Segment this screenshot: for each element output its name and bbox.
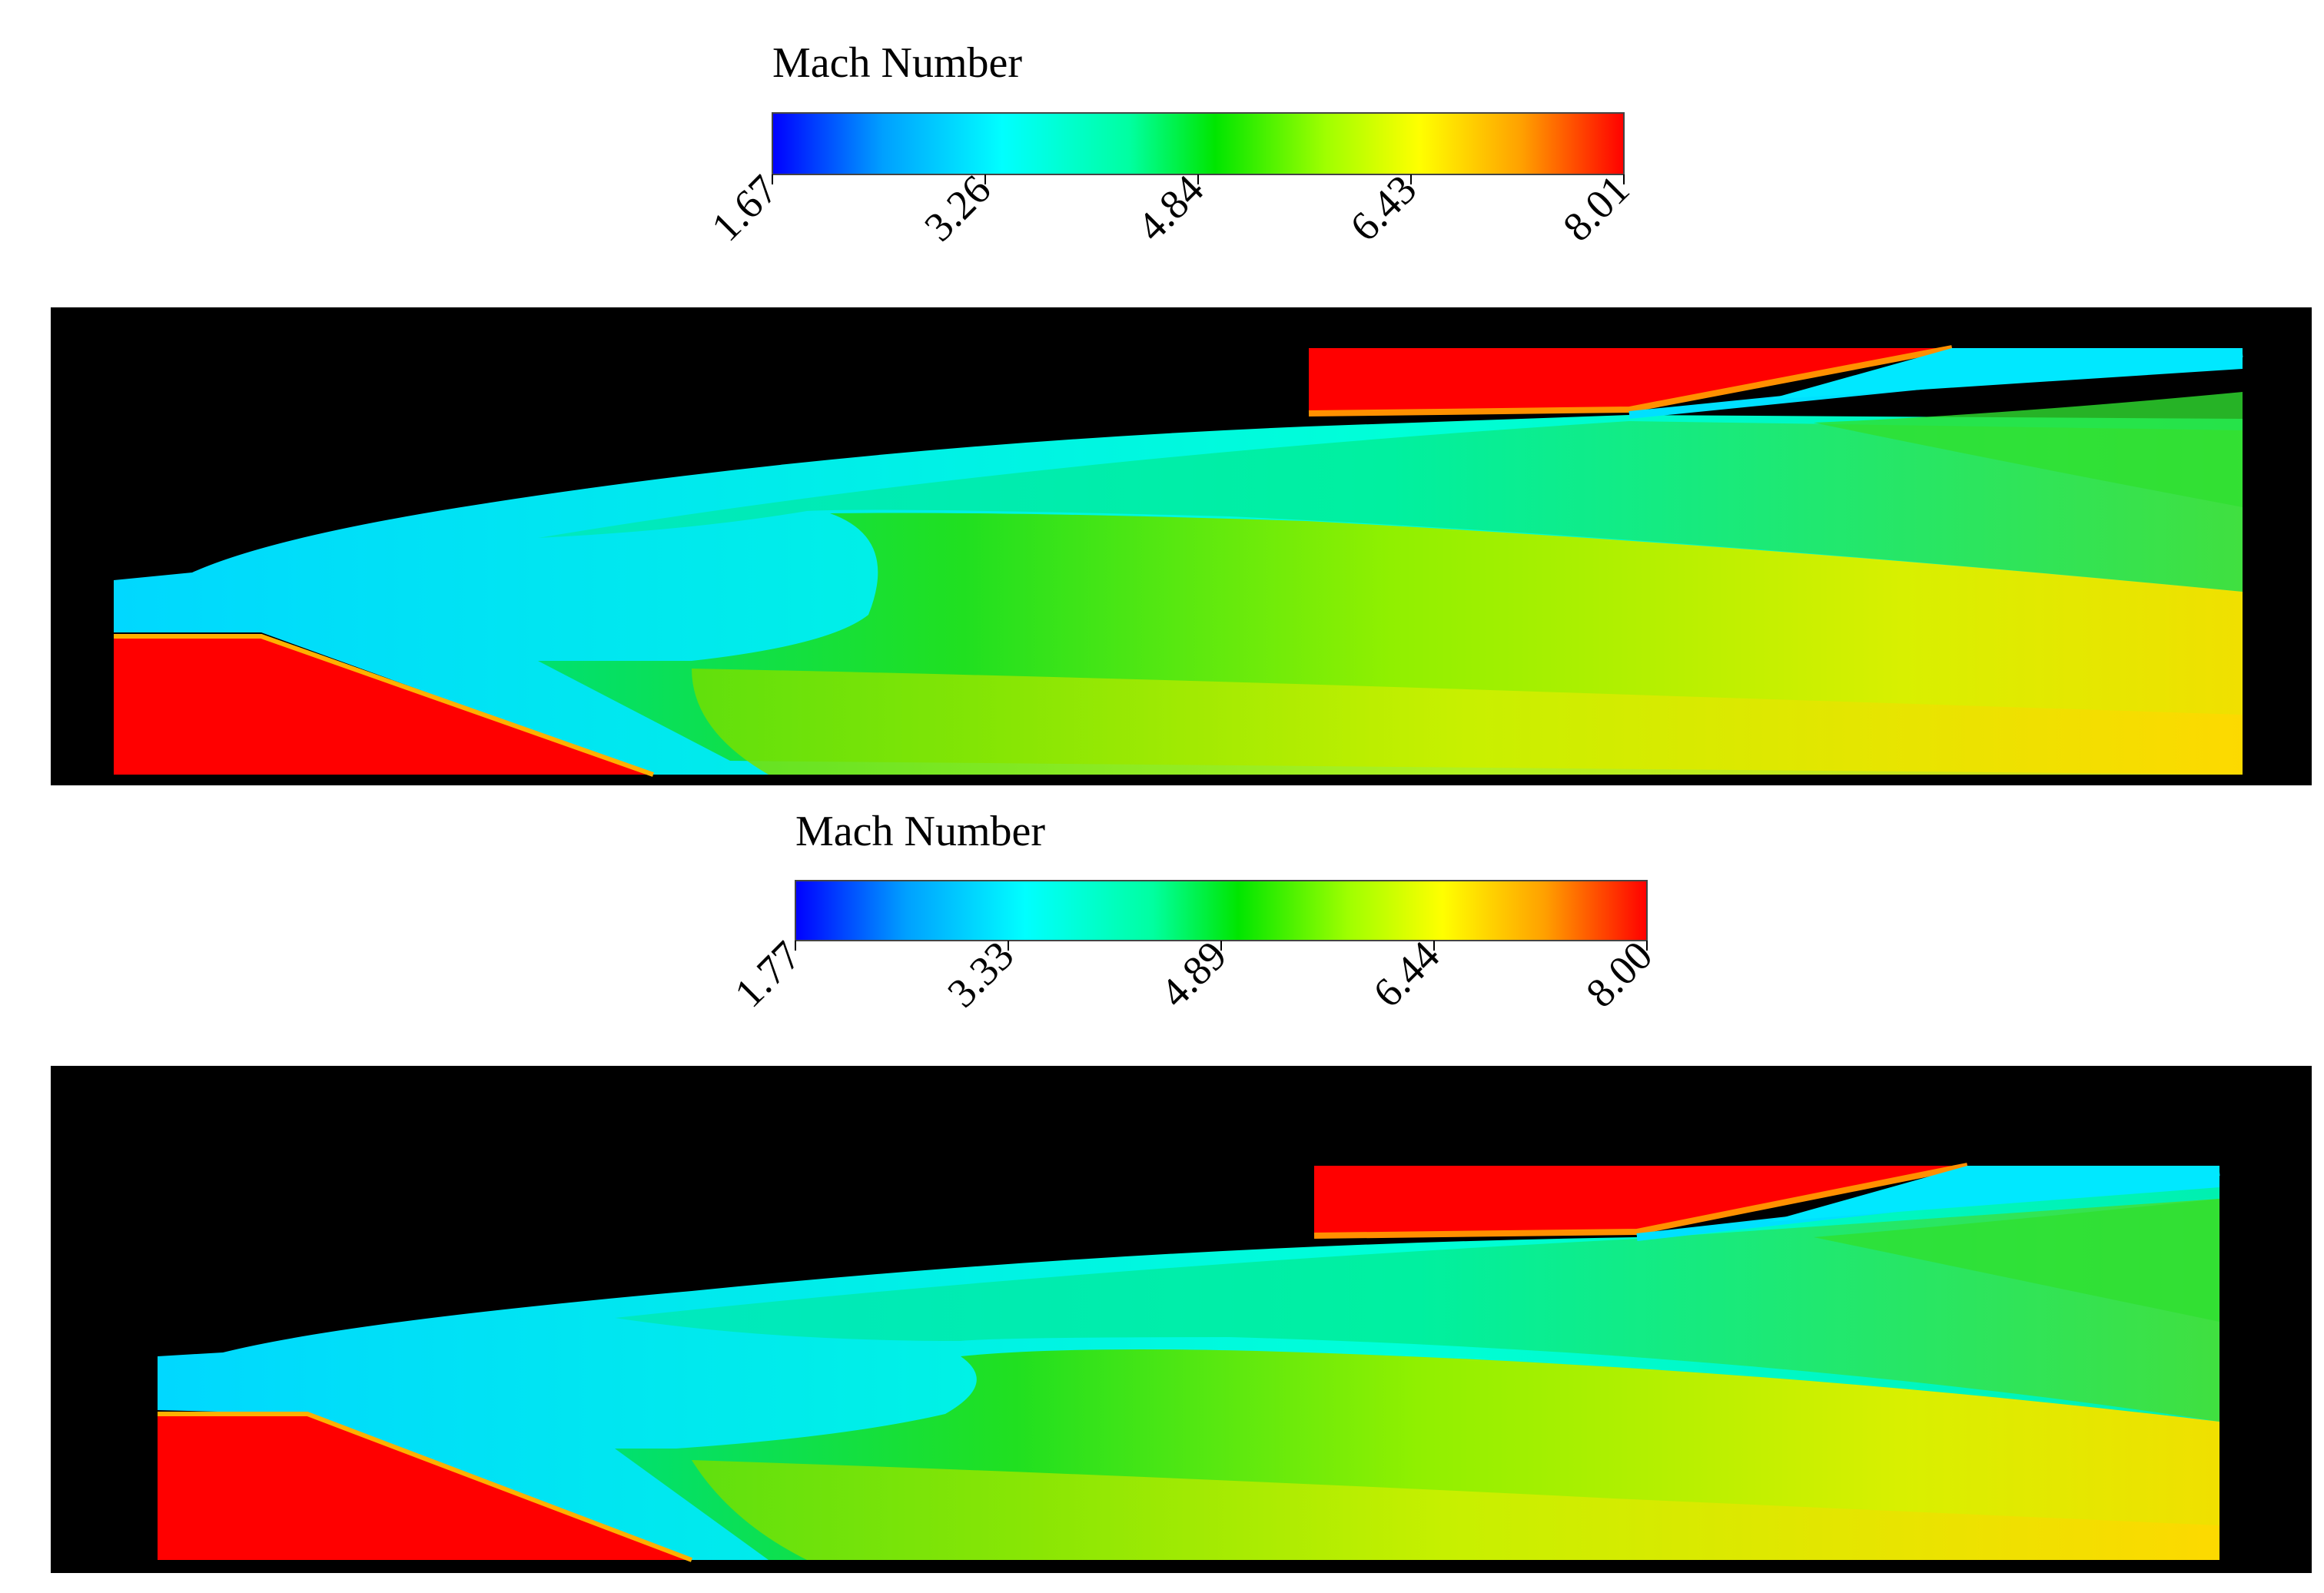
panel-top: Mach Number 1.67 3.26 4.84 6.43 8.01	[51, 39, 2312, 785]
colorbar-title: Mach Number	[772, 39, 1022, 87]
upper-cowl	[1309, 348, 1952, 415]
upper-mixing-region	[538, 421, 2243, 592]
colorbar-tick-label: 4.84	[1128, 166, 1212, 250]
lower-wall-edge	[158, 1412, 693, 1562]
colorbar-tick-label: 6.44	[1364, 932, 1448, 1016]
contour-field-bottom	[51, 1066, 2312, 1573]
colorbar-tick-label: 8.00	[1577, 932, 1661, 1016]
upper-right-pocket	[1814, 392, 2243, 507]
lower-core	[692, 669, 2243, 775]
lower-wall-edge	[114, 634, 654, 777]
colorbar-tick-label: 1.67	[702, 166, 786, 250]
upper-cowl-edge	[1308, 345, 1953, 417]
colorbar-tick-label: 3.26	[915, 166, 999, 250]
lower-wall	[158, 1414, 692, 1560]
colorbar-tick-label: 1.77	[725, 932, 809, 1016]
upper-cowl-edge	[1313, 1163, 1968, 1239]
colorbar-tick-label: 8.01	[1554, 166, 1638, 250]
contour-field-top	[51, 307, 2312, 785]
colorbar-title: Mach Number	[795, 808, 1045, 855]
colorbar-bottom: Mach Number 1.77 3.33 4.89 6.44 8.00	[725, 808, 1661, 1016]
colorbar-gradient	[772, 112, 1625, 175]
upper-right-pocket	[1814, 1199, 2219, 1322]
colorbar-tick-label: 3.33	[938, 932, 1022, 1016]
right-edge-cyan	[1768, 348, 2243, 400]
colorbar-tick-label: 4.89	[1151, 932, 1235, 1016]
right-edge-cyan	[1768, 1166, 2219, 1222]
upper-mixing-region	[615, 1199, 2219, 1422]
lower-core	[692, 1460, 2219, 1560]
upper-cowl	[1314, 1166, 1967, 1237]
panel-bottom: Mach Number 1.77 3.33 4.89 6.44 8.00	[51, 808, 2312, 1573]
colorbar-top: Mach Number 1.67 3.26 4.84 6.43 8.01	[702, 39, 1638, 250]
colorbar-gradient	[795, 880, 1648, 941]
lower-wall	[114, 636, 653, 775]
colorbar-tick-label: 6.43	[1341, 166, 1425, 250]
